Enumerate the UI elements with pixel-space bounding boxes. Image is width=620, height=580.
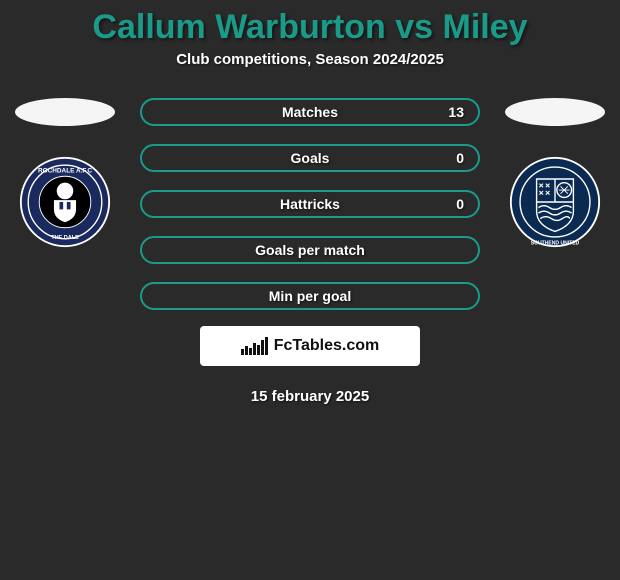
left-side: ROCHDALE A.F.C THE DALE (10, 98, 120, 248)
brand-logo[interactable]: FcTables.com (200, 326, 420, 366)
left-ellipse (15, 98, 115, 126)
stat-row-matches: Matches 13 (140, 98, 480, 126)
right-ellipse (505, 98, 605, 126)
stat-label: Min per goal (269, 288, 351, 304)
comparison-title: Callum Warburton vs Miley (0, 0, 620, 51)
bar-chart-icon (241, 337, 268, 355)
svg-text:THE DALE: THE DALE (51, 235, 79, 241)
right-team-badge-icon: SOUTHEND UNITED (509, 156, 601, 248)
stat-value: 0 (456, 196, 464, 212)
stat-row-goals: Goals 0 (140, 144, 480, 172)
stat-label: Hattricks (280, 196, 340, 212)
stat-label: Goals (291, 150, 330, 166)
stat-row-goals-per-match: Goals per match (140, 236, 480, 264)
comparison-container: ROCHDALE A.F.C THE DALE Matches 13 Goals… (0, 98, 620, 310)
comparison-date: 15 february 2025 (0, 388, 620, 405)
stat-label: Matches (282, 104, 338, 120)
left-team-badge-icon: ROCHDALE A.F.C THE DALE (19, 156, 111, 248)
stat-row-hattricks: Hattricks 0 (140, 190, 480, 218)
svg-text:SOUTHEND UNITED: SOUTHEND UNITED (531, 240, 580, 246)
stat-row-min-per-goal: Min per goal (140, 282, 480, 310)
stats-list: Matches 13 Goals 0 Hattricks 0 Goals per… (140, 98, 480, 310)
stat-value: 13 (448, 104, 464, 120)
stat-value: 0 (456, 150, 464, 166)
stat-label: Goals per match (255, 242, 365, 258)
svg-text:ROCHDALE A.F.C: ROCHDALE A.F.C (38, 168, 92, 175)
comparison-subtitle: Club competitions, Season 2024/2025 (0, 51, 620, 68)
brand-text: FcTables.com (274, 337, 380, 355)
right-side: SOUTHEND UNITED (500, 98, 610, 248)
